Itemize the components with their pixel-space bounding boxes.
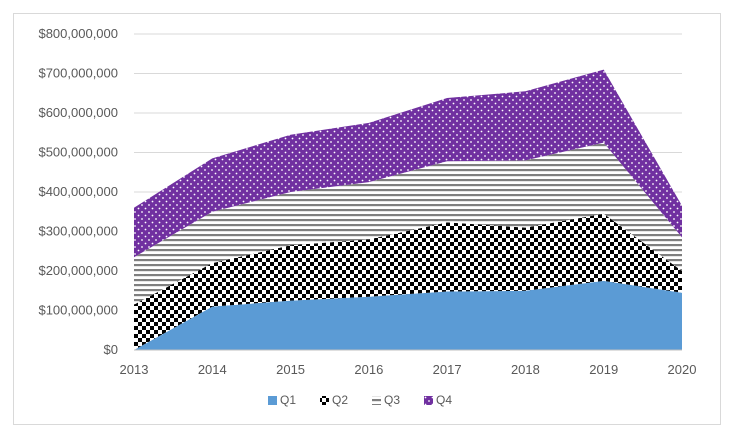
y-tick-label: $100,000,000 xyxy=(38,303,118,318)
x-tick-label: 2015 xyxy=(276,362,305,377)
area-series-q3 xyxy=(134,142,682,305)
y-tick-label: $600,000,000 xyxy=(38,105,118,120)
legend-swatch-q1 xyxy=(268,396,277,405)
x-tick-label: 2014 xyxy=(198,362,227,377)
y-tick-label: $0 xyxy=(104,342,118,357)
legend-label-q4: Q4 xyxy=(436,393,452,407)
x-tick-label: 2020 xyxy=(668,362,697,377)
y-tick-label: $300,000,000 xyxy=(38,224,118,239)
y-tick-label: $700,000,000 xyxy=(38,66,118,81)
legend-label-q2: Q2 xyxy=(332,393,348,407)
y-tick-label: $400,000,000 xyxy=(38,184,118,199)
x-tick-label: 2018 xyxy=(511,362,540,377)
legend-label-q1: Q1 xyxy=(280,393,296,407)
y-tick-label: $500,000,000 xyxy=(38,145,118,160)
chart-frame: $0 $100,000,000 $200,000,000 $300,000,000 $4… xyxy=(13,13,721,425)
area-series-q2 xyxy=(134,213,682,350)
legend-swatch-q4 xyxy=(424,396,433,405)
legend-label-q3: Q3 xyxy=(384,393,400,407)
legend: Q1 Q2 Q3 Q4 xyxy=(268,393,452,407)
legend-swatch-q2 xyxy=(320,396,329,405)
x-tick-label: 2019 xyxy=(589,362,618,377)
x-tick-label: 2017 xyxy=(433,362,462,377)
area-chart: $0 $100,000,000 $200,000,000 $300,000,000 $4… xyxy=(38,26,696,407)
y-tick-label: $800,000,000 xyxy=(38,26,118,41)
x-tick-label: 2013 xyxy=(120,362,149,377)
axes: $0 $100,000,000 $200,000,000 $300,000,000 $4… xyxy=(38,26,696,377)
area-series-q4 xyxy=(134,69,682,258)
y-tick-label: $200,000,000 xyxy=(38,263,118,278)
area-series xyxy=(134,69,682,350)
x-tick-label: 2016 xyxy=(354,362,383,377)
legend-swatch-q3 xyxy=(372,396,381,405)
area-series-q1 xyxy=(134,280,682,350)
